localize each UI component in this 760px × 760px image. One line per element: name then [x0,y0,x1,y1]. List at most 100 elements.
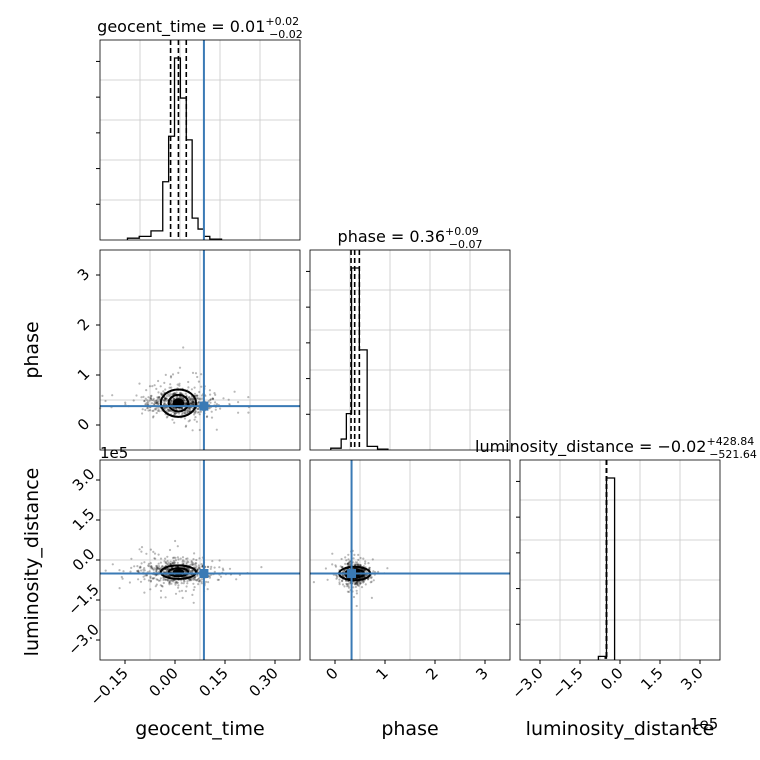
sample-point [164,397,167,400]
sample-point [188,408,191,411]
sample-point [346,562,349,565]
sample-point [185,411,188,414]
title-luminosity-distance: luminosity_distance = −0.02+428.84 −521.6… [475,435,757,461]
sample-point [142,568,145,571]
sample-point [149,397,152,400]
sample-point [186,582,189,585]
sample-point [218,566,221,569]
sample-point [154,585,157,588]
sample-point [143,399,146,402]
sample-point [213,566,216,569]
sample-point [182,398,186,402]
sample-point [222,397,225,400]
sample-point [165,569,168,572]
sample-point [176,581,179,584]
sample-point [158,565,161,568]
sample-point [130,566,133,570]
sample-point [164,402,167,405]
sample-point [164,561,167,564]
sample-point [156,398,159,401]
sample-point [175,395,179,398]
sample-point [190,401,193,404]
sample-point [172,393,175,396]
sample-point [247,411,250,414]
sample-point [352,586,355,589]
sample-point [198,580,201,583]
sample-point [166,563,169,567]
sample-point [138,382,141,385]
sample-point [146,401,150,404]
sample-point [150,399,153,402]
sample-point [187,567,190,571]
sample-point [209,567,212,571]
sample-point [180,589,184,592]
sample-point [208,574,211,578]
sample-point [122,570,125,573]
sample-point [152,415,155,418]
sample-point [162,577,165,580]
sample-point [348,561,351,564]
x-tick-labels-luminosity-distance: −3.0 −1.5 0.0 1.5 3.0 [508,660,707,703]
sample-point [364,574,367,577]
sample-point [147,564,150,567]
sample-point [155,566,158,569]
sample-point [188,402,191,405]
sample-point [150,565,153,568]
sample-point [168,386,171,389]
sample-point [191,397,194,400]
sample-point [154,574,157,577]
sample-point [158,397,161,400]
sample-point [129,570,132,573]
sample-point [143,567,146,570]
sample-point [157,567,160,570]
sample-point [194,562,197,565]
sample-point [214,401,217,404]
sample-point [140,562,143,565]
sample-point [219,575,223,578]
density-contour [159,388,198,418]
sample-point [137,578,140,581]
sample-point [159,579,162,582]
axes-frame [99,39,301,241]
sample-point [191,429,194,432]
sample-point [164,562,167,565]
sample-point [192,578,195,581]
sample-point [181,596,184,600]
sample-point [210,410,213,413]
sample-point [184,425,187,428]
sample-point [169,400,172,403]
y-tick-labels-phase: 0 1 2 3 [74,265,100,434]
sample-point [198,413,201,416]
sample-point [165,578,168,581]
x-tick-labels-phase: 0 1 2 3 [322,660,492,684]
sample-point [341,583,345,586]
sample-point [167,574,170,578]
sample-point [186,580,189,583]
sample-point [183,399,186,402]
sample-point [168,579,171,582]
sample-point [187,420,190,423]
sample-point [155,568,158,571]
sample-point [352,557,355,560]
sample-point [142,575,145,578]
sample-point [178,395,182,398]
sample-point [214,408,217,411]
sample-point [140,546,144,549]
sample-point [124,403,127,406]
sample-point [164,399,167,402]
sample-point [216,578,219,582]
sample-point [195,558,198,562]
sample-point [196,408,199,411]
sample-point [162,578,165,582]
sample-point [156,566,159,569]
sample-point [165,399,168,402]
sample-point [188,399,191,402]
sample-point [155,583,158,586]
sample-point [186,409,189,412]
sample-point [355,582,358,585]
sample-point [359,563,362,567]
sample-point [156,403,160,406]
sample-point [144,574,147,577]
sample-point [155,568,158,571]
sample-point [168,409,171,412]
